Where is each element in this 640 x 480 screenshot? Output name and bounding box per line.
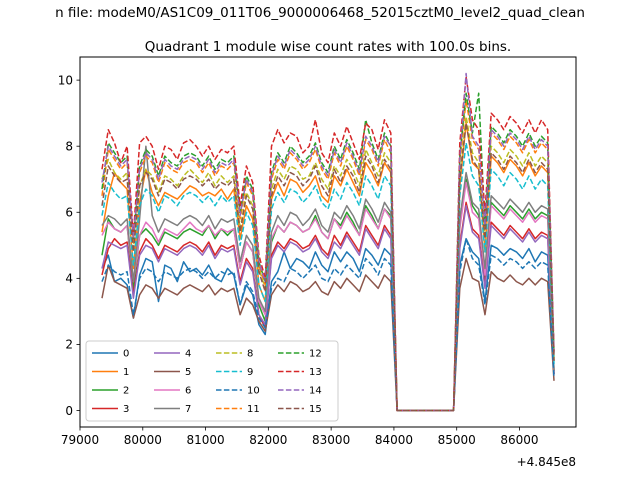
series-line-4 [101,204,555,412]
legend-label-4: 4 [185,349,191,360]
series-line-0 [101,237,555,412]
x-tick-label: 83000 [312,433,350,447]
series-line-14 [101,72,555,412]
legend-label-6: 6 [185,386,191,397]
series-line-6 [101,181,555,412]
legend-label-9: 9 [247,367,253,378]
legend-label-15: 15 [309,404,322,415]
x-tick-label: 84000 [375,433,413,447]
legend-label-3: 3 [123,404,129,415]
y-tick-label: 10 [58,73,73,87]
series-line-3 [101,201,555,412]
y-tick-label: 0 [65,404,73,418]
y-tick-label: 6 [65,206,73,220]
chart-suptitle: n file: modeM0/AS1C09_011T06_9000006468_… [55,5,585,21]
x-tick-label: 79000 [61,433,99,447]
legend-label-10: 10 [247,386,260,397]
series-line-15 [101,122,555,412]
x-axis: 79000 80000 81000 82000 83000 84000 85000 86000 [61,427,539,447]
x-tick-label: 86000 [500,433,538,447]
series-line-9 [101,142,555,412]
y-tick-label: 8 [65,139,73,153]
legend-label-13: 13 [309,367,322,378]
chart-title: Quadrant 1 module wise count rates with … [145,39,511,55]
legend-label-2: 2 [123,386,129,397]
legend-label-5: 5 [185,367,191,378]
series-line-8 [101,115,555,412]
x-offset-text: +4.845e8 [517,455,576,469]
series-line-5 [101,257,555,412]
legend-label-11: 11 [247,404,260,415]
legend-label-7: 7 [185,404,191,415]
series-lines [101,72,555,412]
legend-label-1: 1 [123,367,129,378]
series-line-13 [101,76,555,412]
x-tick-label: 85000 [438,433,476,447]
legend-label-0: 0 [123,349,129,360]
legend-label-14: 14 [309,386,322,397]
legend-box [85,340,339,422]
x-tick-label: 82000 [249,433,287,447]
plot-frame [79,56,577,428]
x-tick-label: 81000 [186,433,224,447]
series-line-10 [101,237,555,412]
y-tick-label: 2 [65,338,73,352]
x-tick-label: 80000 [124,433,162,447]
y-tick-label: 4 [65,272,73,286]
y-axis: 0 2 4 6 8 10 [58,73,80,418]
series-line-12 [101,92,555,412]
series-line-7 [101,145,555,412]
legend-label-12: 12 [309,349,322,360]
legend-label-8: 8 [247,349,253,360]
